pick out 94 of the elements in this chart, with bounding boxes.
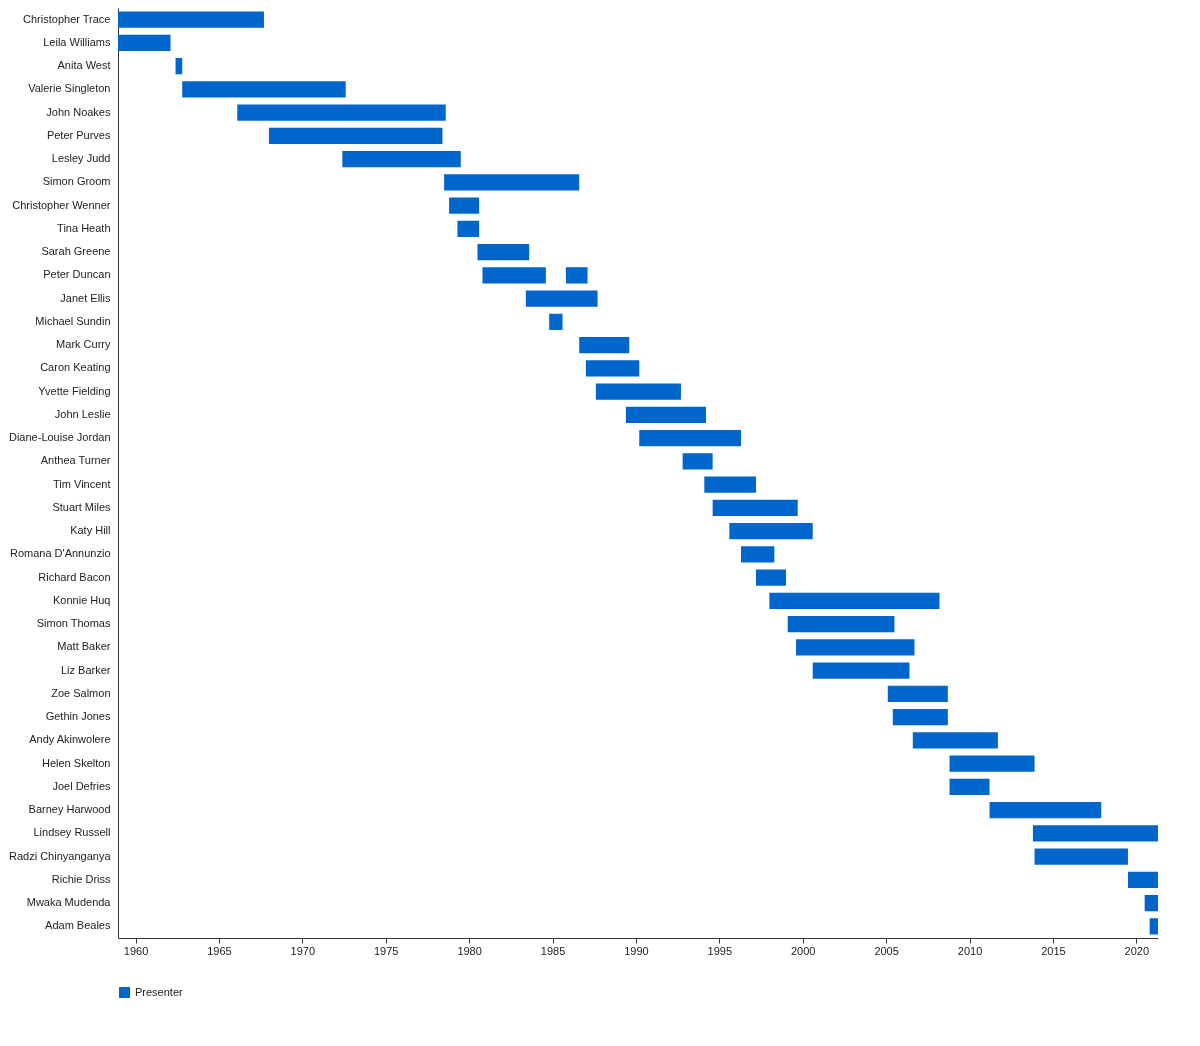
- y-tick-label: Konnie Huq: [53, 593, 111, 606]
- x-tick-label: 1985: [540, 944, 566, 957]
- x-tick-label: 2010: [957, 944, 983, 957]
- y-tick-label: Peter Purves: [46, 128, 111, 141]
- x-tick-label: 1960: [123, 944, 149, 957]
- bar: [342, 150, 461, 168]
- y-tick-label: Richard Bacon: [38, 570, 111, 583]
- y-tick-label: Peter Duncan: [43, 268, 111, 281]
- y-tick-label: Tim Vincent: [53, 477, 111, 490]
- x-tick-label: 1970: [290, 944, 316, 957]
- bar: [887, 685, 948, 703]
- y-tick-label: Yvette Fielding: [38, 384, 111, 397]
- bar: [892, 708, 948, 726]
- bar: [729, 522, 813, 540]
- bar: [949, 755, 1035, 772]
- y-tick-label: John Leslie: [54, 407, 111, 420]
- y-tick-label: Adam Beales: [45, 919, 111, 932]
- bar: [585, 360, 640, 377]
- bar: [182, 81, 346, 98]
- bar: [682, 453, 713, 470]
- y-tick-label: Diane-Louise Jordan: [8, 431, 111, 444]
- bar: [579, 336, 630, 354]
- bar: [756, 569, 787, 586]
- y-tick-label: Radzi Chinyanganya: [8, 849, 112, 862]
- bar: [1034, 848, 1128, 865]
- x-tick-label: 2015: [1041, 944, 1066, 957]
- x-tick-label: 1995: [707, 944, 733, 957]
- x-tick-label: 1965: [207, 944, 232, 957]
- y-tick-label: Christopher Wenner: [12, 198, 111, 211]
- y-tick-label: John Noakes: [46, 105, 111, 118]
- y-tick-label: Barney Harwood: [28, 803, 111, 816]
- bar: [549, 313, 563, 331]
- x-tick-label: 2005: [874, 944, 899, 957]
- x-tick-label: 2000: [790, 944, 816, 957]
- y-tick-label: Anthea Turner: [40, 454, 111, 467]
- y-tick-label: Richie Driss: [51, 872, 111, 885]
- y-tick-label: Simon Groom: [42, 175, 111, 188]
- bar: [118, 11, 264, 28]
- y-tick-label: Gethin Jones: [45, 710, 111, 723]
- bar: [482, 267, 546, 284]
- legend-label: Presenter: [135, 985, 184, 998]
- y-tick-label: Michael Sundin: [35, 314, 111, 327]
- bar: [704, 476, 757, 493]
- bar: [118, 34, 171, 52]
- y-tick-label: Zoe Salmon: [51, 686, 111, 699]
- y-tick-label: Tina Heath: [57, 221, 111, 234]
- bar: [639, 429, 741, 447]
- y-tick-label: Anita West: [57, 59, 111, 72]
- bar: [949, 778, 990, 796]
- y-tick-label: Romana D'Annunzio: [9, 547, 111, 560]
- y-tick-label: Valerie Singleton: [28, 82, 111, 95]
- y-tick-label: Matt Baker: [57, 640, 111, 653]
- x-tick-label: 1980: [457, 944, 482, 957]
- y-tick-label: Liz Barker: [60, 663, 111, 676]
- bar: [477, 243, 530, 261]
- bar: [812, 662, 910, 679]
- bar: [712, 499, 798, 517]
- bar: [237, 104, 446, 121]
- y-tick-label: Andy Akinwolere: [29, 733, 111, 746]
- y-tick-label: Katy Hill: [70, 524, 111, 537]
- y-tick-label: Mark Curry: [56, 338, 111, 351]
- bar: [1149, 918, 1158, 935]
- bar: [525, 290, 598, 307]
- y-tick-label: Helen Skelton: [42, 756, 111, 769]
- x-tick-label: 1975: [373, 944, 399, 957]
- bar: [796, 639, 915, 656]
- bar: [1032, 825, 1158, 842]
- bar: [1127, 871, 1158, 889]
- bar: [625, 406, 706, 424]
- y-tick-label: Stuart Miles: [52, 500, 111, 513]
- bar: [449, 197, 480, 214]
- y-tick-label: Janet Ellis: [60, 291, 111, 304]
- bar: [565, 267, 588, 284]
- y-tick-label: Simon Thomas: [36, 617, 111, 630]
- bar: [787, 615, 895, 633]
- y-tick-label: Caron Keating: [40, 361, 111, 374]
- y-tick-label: Lindsey Russell: [33, 826, 111, 839]
- y-tick-label: Sarah Greene: [41, 245, 111, 258]
- bar: [989, 801, 1102, 819]
- x-tick-label: 2020: [1124, 944, 1150, 957]
- y-tick-label: Joel Defries: [52, 779, 111, 792]
- y-tick-label: Leila Williams: [43, 35, 111, 48]
- bar: [741, 546, 775, 563]
- bar: [457, 220, 480, 238]
- bar: [268, 127, 443, 145]
- bar: [444, 174, 580, 191]
- bar: [595, 383, 681, 400]
- y-tick-label: Mwaka Mudenda: [26, 896, 112, 909]
- x-tick-label: 1990: [624, 944, 649, 957]
- y-tick-label: Lesley Judd: [51, 152, 111, 165]
- bar: [769, 592, 940, 610]
- y-tick-label: Christopher Trace: [23, 12, 111, 25]
- bar: [912, 732, 998, 749]
- bar: [1144, 894, 1158, 912]
